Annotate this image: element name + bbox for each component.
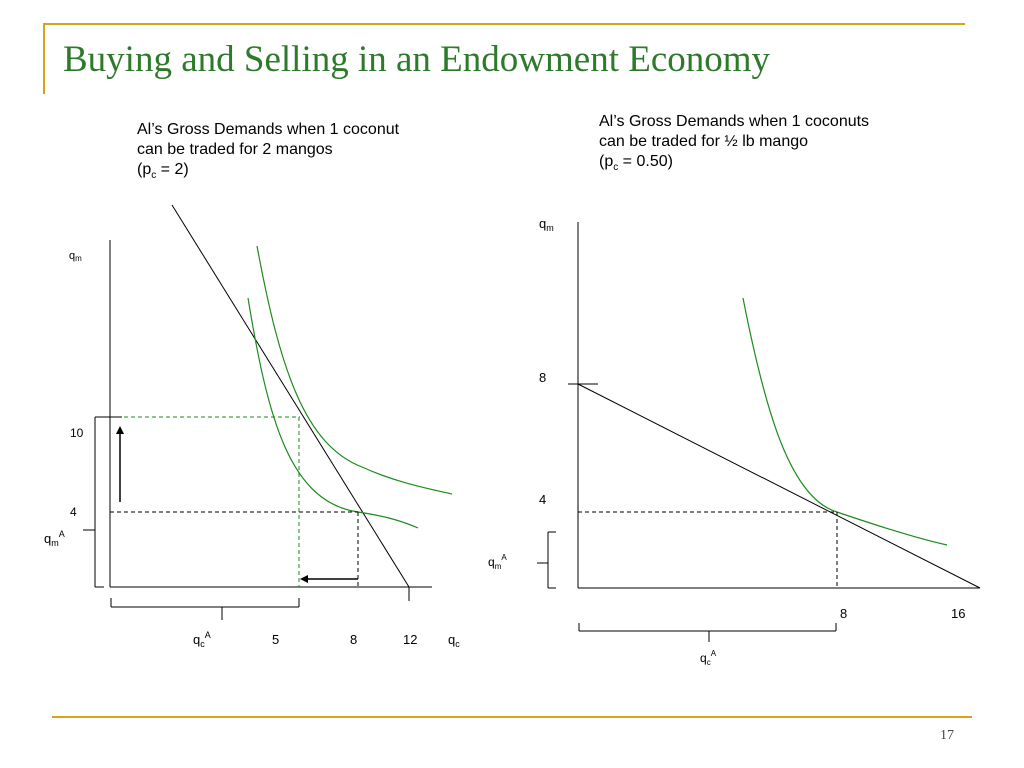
left-caption-line3-sub: c [151,170,157,182]
title-rule [43,23,965,25]
left-caption-line2: can be traded for 2 mangos [137,141,333,158]
left-caption-line3-prefix: (p [137,161,152,178]
right-qcA-label: qcA [700,649,717,667]
right-tick-label-16: 16 [951,606,965,621]
left-tick-label-5: 5 [272,632,279,647]
left-indifference-curve-upper [256,245,453,495]
right-caption-line3: (pc = 0.50) [599,152,869,178]
right-tick-label-8-y: 8 [539,370,546,385]
right-caption-line3-sub: c [613,162,619,174]
footer-rule [52,716,972,718]
right-caption-line2: can be traded for ½ lb mango [599,133,809,150]
right-caption-line3-suffix: = 0.50) [618,153,673,170]
right-budget-line [577,383,981,589]
right-caption-line3-prefix: (p [599,153,614,170]
right-caption: Al’s Gross Demands when 1 coconuts can b… [599,112,869,178]
page-number: 17 [940,728,954,743]
right-tick-label-4: 4 [539,492,546,507]
right-qmA-label: qmA [488,553,507,571]
slide-title: Buying and Selling in an Endowment Econo… [63,39,771,80]
left-budget-line [171,204,410,588]
left-tick-label-4: 4 [70,505,77,519]
left-tick-label-10: 10 [70,426,84,440]
left-panel: qm 10 4 qmA qcA 5 8 12 qc [44,204,460,649]
right-panel: qm 8 4 qmA 8 16 qcA [488,216,981,667]
left-caption-line3: (pc = 2) [137,160,399,186]
right-y-axis-label: qm [539,216,554,233]
left-caption-line3-suffix: = 2) [156,161,189,178]
right-tick-label-8-x: 8 [840,606,847,621]
right-caption-line1: Al’s Gross Demands when 1 coconuts [599,113,870,130]
left-qcA-label: qcA [193,630,211,649]
title-accent-bar [43,23,45,94]
left-x-axis-label: qc [448,632,460,649]
left-caption: Al’s Gross Demands when 1 coconut can be… [137,120,399,186]
left-caption-line1: Al’s Gross Demands when 1 coconut [137,121,400,138]
left-qmA-label: qmA [44,529,65,548]
left-tick-label-12: 12 [403,632,417,647]
left-indifference-curve-lower [247,297,419,529]
left-y-axis-label: qm [69,250,82,263]
right-indifference-curve [742,297,948,546]
left-tick-label-8: 8 [350,632,357,647]
